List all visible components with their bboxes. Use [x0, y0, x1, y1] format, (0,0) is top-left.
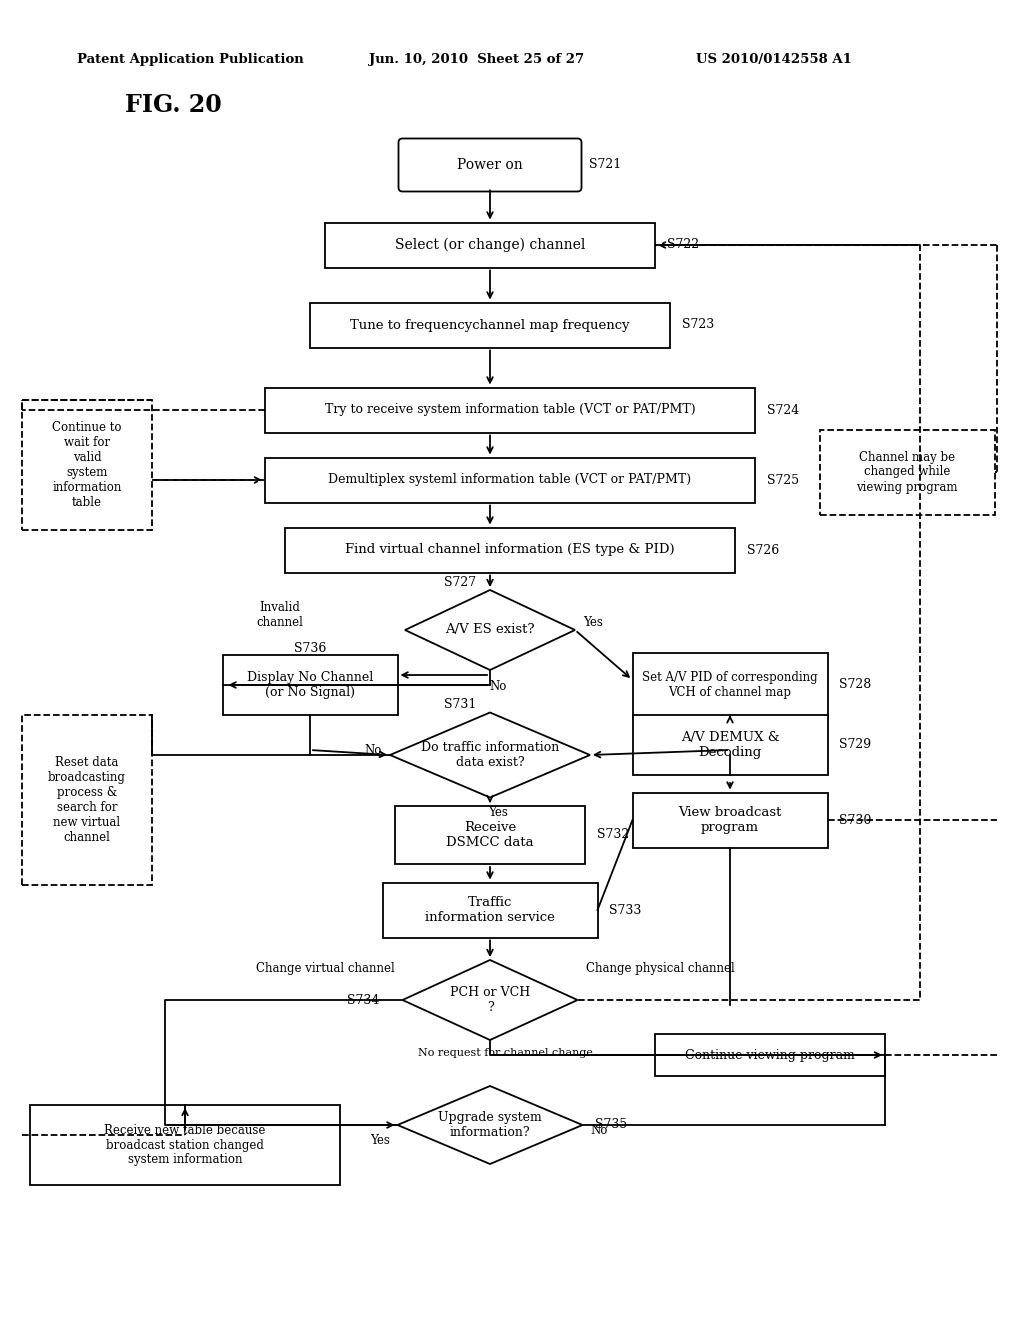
FancyBboxPatch shape: [633, 792, 827, 847]
Text: No: No: [489, 680, 507, 693]
Text: S726: S726: [746, 544, 779, 557]
FancyBboxPatch shape: [30, 1105, 340, 1185]
FancyBboxPatch shape: [265, 388, 755, 433]
Polygon shape: [402, 960, 578, 1040]
FancyBboxPatch shape: [22, 715, 152, 884]
Text: S729: S729: [840, 738, 871, 751]
FancyBboxPatch shape: [325, 223, 655, 268]
Text: S733: S733: [609, 903, 641, 916]
Text: Upgrade system
information?: Upgrade system information?: [438, 1111, 542, 1139]
Text: Receive
DSMCC data: Receive DSMCC data: [446, 821, 534, 849]
Text: Change virtual channel: Change virtual channel: [256, 962, 394, 975]
Text: View broadcast
program: View broadcast program: [678, 807, 781, 834]
Text: No: No: [591, 1123, 608, 1137]
Text: S723: S723: [682, 318, 715, 331]
Text: Continue to
wait for
valid
system
information
table: Continue to wait for valid system inform…: [52, 421, 122, 510]
Text: Display No Channel
(or No Signal): Display No Channel (or No Signal): [247, 671, 373, 700]
Text: S731: S731: [443, 698, 476, 711]
Text: No: No: [365, 743, 382, 756]
Text: Tune to frequencychannel map frequency: Tune to frequencychannel map frequency: [350, 318, 630, 331]
FancyBboxPatch shape: [633, 652, 827, 718]
FancyBboxPatch shape: [383, 883, 597, 937]
FancyBboxPatch shape: [22, 400, 152, 531]
Text: Yes: Yes: [370, 1134, 389, 1147]
Text: Jun. 10, 2010  Sheet 25 of 27: Jun. 10, 2010 Sheet 25 of 27: [369, 53, 584, 66]
Text: Find virtual channel information (ES type & PID): Find virtual channel information (ES typ…: [345, 544, 675, 557]
Text: No request for channel change: No request for channel change: [418, 1048, 593, 1059]
Polygon shape: [406, 590, 575, 671]
Text: Channel may be
changed while
viewing program: Channel may be changed while viewing pro…: [856, 450, 957, 494]
FancyBboxPatch shape: [633, 715, 827, 775]
Text: PCH or VCH
?: PCH or VCH ?: [450, 986, 530, 1014]
Text: Power on: Power on: [457, 158, 523, 172]
Text: Continue viewing program: Continue viewing program: [685, 1048, 855, 1061]
Text: Select (or change) channel: Select (or change) channel: [395, 238, 585, 252]
Text: Traffic
information service: Traffic information service: [425, 896, 555, 924]
FancyBboxPatch shape: [265, 458, 755, 503]
Text: Yes: Yes: [488, 805, 508, 818]
Text: S728: S728: [840, 678, 871, 692]
FancyBboxPatch shape: [222, 655, 397, 715]
Text: FIG. 20: FIG. 20: [125, 92, 222, 117]
FancyBboxPatch shape: [310, 302, 670, 347]
Text: S732: S732: [597, 829, 630, 842]
FancyBboxPatch shape: [820, 430, 995, 515]
FancyBboxPatch shape: [285, 528, 735, 573]
Text: A/V DEMUX &
Decoding: A/V DEMUX & Decoding: [681, 731, 779, 759]
Text: S724: S724: [767, 404, 800, 417]
Text: Do traffic information
data exist?: Do traffic information data exist?: [421, 741, 559, 770]
Text: S727: S727: [444, 576, 476, 589]
Text: Set A/V PID of corresponding
VCH of channel map: Set A/V PID of corresponding VCH of chan…: [642, 671, 818, 700]
Polygon shape: [397, 1086, 583, 1164]
Text: Demultiplex systeml information table (VCT or PAT/PMT): Demultiplex systeml information table (V…: [329, 474, 691, 487]
Text: Yes: Yes: [583, 615, 603, 628]
Text: Invalid
channel: Invalid channel: [257, 601, 303, 630]
FancyBboxPatch shape: [395, 807, 585, 865]
Text: S734: S734: [347, 994, 380, 1006]
FancyBboxPatch shape: [655, 1034, 885, 1076]
Text: A/V ES exist?: A/V ES exist?: [445, 623, 535, 636]
Text: S725: S725: [767, 474, 799, 487]
FancyBboxPatch shape: [398, 139, 582, 191]
Text: Change physical channel: Change physical channel: [586, 962, 734, 975]
Text: S735: S735: [595, 1118, 627, 1131]
Polygon shape: [390, 713, 590, 797]
Text: S721: S721: [590, 158, 622, 172]
Text: US 2010/0142558 A1: US 2010/0142558 A1: [696, 53, 852, 66]
Text: S730: S730: [840, 813, 871, 826]
Text: S736: S736: [294, 642, 327, 655]
Text: Try to receive system information table (VCT or PAT/PMT): Try to receive system information table …: [325, 404, 695, 417]
Text: Reset data
broadcasting
process &
search for
new virtual
channel: Reset data broadcasting process & search…: [48, 756, 126, 843]
Text: S722: S722: [667, 239, 699, 252]
Text: Receive new table because
broadcast station changed
system information: Receive new table because broadcast stat…: [104, 1123, 265, 1167]
Text: Patent Application Publication: Patent Application Publication: [77, 53, 303, 66]
